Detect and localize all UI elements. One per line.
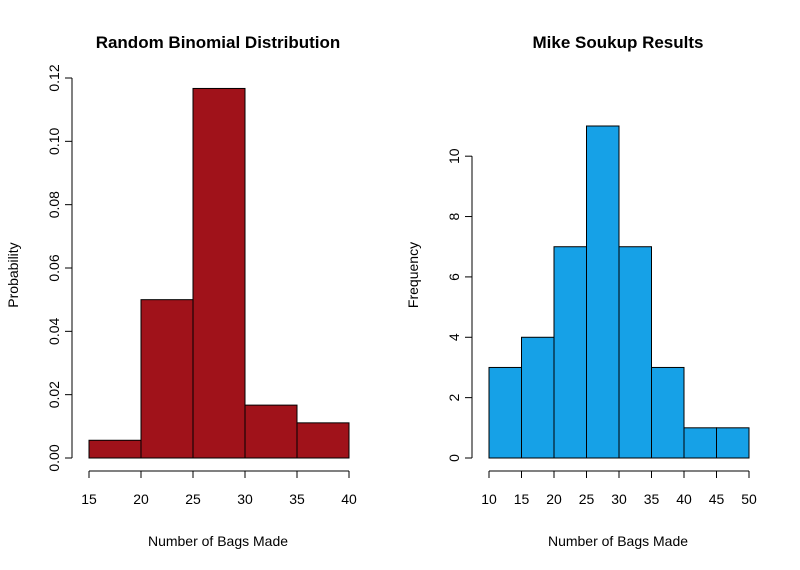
- chart-left-x-tick-label: 20: [133, 491, 149, 507]
- chart-right-x-tick-label: 45: [709, 491, 725, 507]
- chart-left-y-tick-label: 0.04: [46, 317, 62, 344]
- chart-right-bar: [521, 336, 555, 459]
- chart-left-x-tick-label: 15: [81, 491, 97, 507]
- chart-left-title: Random Binomial Distribution: [96, 33, 341, 52]
- chart-right-xlabel: Number of Bags Made: [548, 533, 688, 549]
- chart-right-y-tick-label: 6: [446, 273, 462, 281]
- chart-right-bar: [618, 246, 652, 459]
- chart-left-y-tick-label: 0.02: [46, 381, 62, 408]
- chart-right-bar: [651, 366, 685, 459]
- chart-right-plot: 0 2 4 6 8 10 10 15 20 25 30 35 40 45 50: [446, 125, 757, 507]
- chart-right-x-tick-label: 35: [644, 491, 660, 507]
- chart-left-y-tick-label: 0.12: [46, 64, 62, 91]
- chart-left: Random Binomial Distribution Number of B…: [5, 33, 357, 549]
- chart-right-y-tick-label: 8: [446, 212, 462, 220]
- chart-left-bar: [296, 422, 350, 459]
- chart-right-ylabel: Frequency: [405, 242, 421, 308]
- chart-left-xlabel: Number of Bags Made: [148, 533, 288, 549]
- chart-left-bar: [192, 87, 246, 459]
- chart-left-x-tick-label: 30: [237, 491, 253, 507]
- chart-left-bar: [244, 404, 298, 459]
- chart-right-y-tick-label: 4: [446, 333, 462, 341]
- chart-right-x-tick-label: 20: [546, 491, 562, 507]
- chart-right-bar: [586, 125, 620, 459]
- chart-right-x-tick-label: 30: [611, 491, 627, 507]
- chart-right-bar: [488, 366, 522, 459]
- chart-right-x-tick-label: 25: [579, 491, 595, 507]
- chart-right-y-tick-label: 10: [446, 148, 462, 164]
- chart-right-x-tick-label: 50: [741, 491, 757, 507]
- chart-right-x-tick-label: 40: [676, 491, 692, 507]
- chart-left-x-tick-label: 35: [289, 491, 305, 507]
- chart-left-plot: 0.00 0.02 0.04 0.06 0.08 0.10 0.12 15 20 25 30 35 40: [46, 64, 357, 507]
- chart-left-y-tick-label: 0.06: [46, 254, 62, 281]
- chart-right-x-tick-label: 10: [481, 491, 497, 507]
- chart-left-y-tick-label: 0.00: [46, 444, 62, 471]
- chart-left-x-tick-label: 40: [341, 491, 357, 507]
- chart-left-bar: [88, 439, 142, 459]
- chart-right-y-tick-label: 2: [446, 394, 462, 402]
- chart-right-bar: [683, 427, 717, 459]
- chart-right-title: Mike Soukup Results: [533, 33, 704, 52]
- chart-right: Mike Soukup Results Number of Bags Made …: [405, 33, 757, 549]
- chart-left-y-tick-label: 0.10: [46, 127, 62, 154]
- chart-right-bar: [716, 427, 750, 459]
- chart-right-y-tick-label: 0: [446, 454, 462, 462]
- chart-left-x-tick-label: 25: [185, 491, 201, 507]
- chart-right-x-tick-label: 15: [514, 491, 530, 507]
- chart-left-bar: [140, 299, 194, 459]
- chart-left-y-tick-label: 0.08: [46, 191, 62, 218]
- chart-right-bar: [553, 246, 587, 459]
- chart-left-ylabel: Probability: [5, 242, 21, 307]
